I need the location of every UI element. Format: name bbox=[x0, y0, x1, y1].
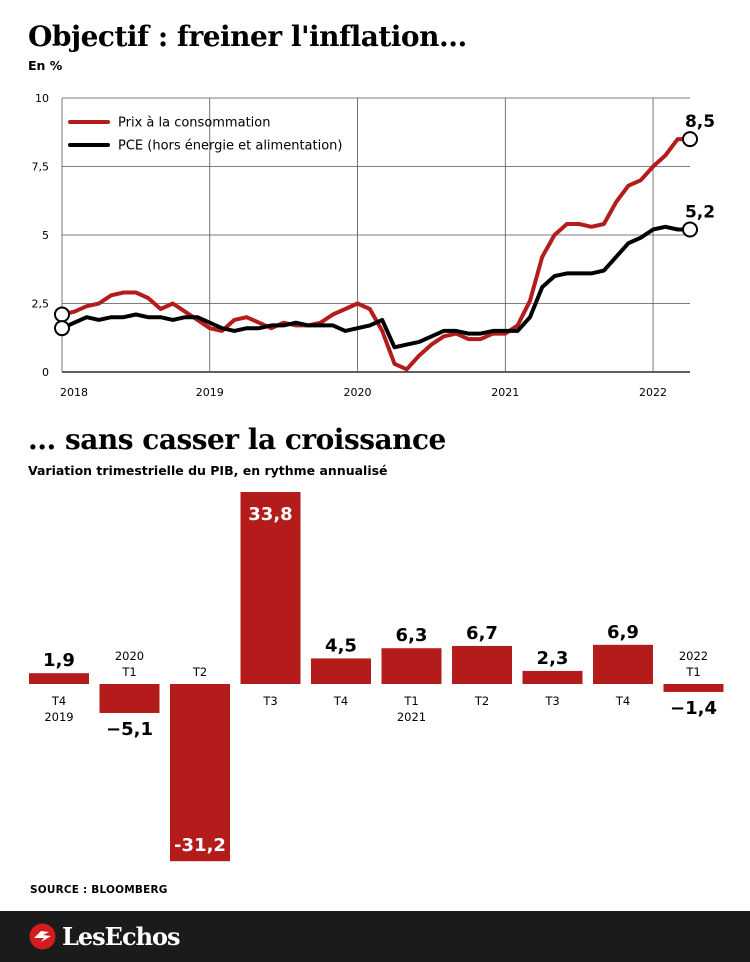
x-tick-label: 2019 bbox=[196, 386, 224, 399]
bar bbox=[29, 673, 89, 684]
bar-chart: 1,9 T4 2019 −5,1 2020 T1 -31,2 T2 33,8 T3 4,5 T4 6,3… bbox=[29, 492, 724, 862]
x-tick-label: 2018 bbox=[60, 386, 88, 399]
bar bbox=[663, 684, 724, 692]
x-tick-label: 2021 bbox=[491, 386, 519, 399]
y-tick-label: 2,5 bbox=[32, 298, 50, 311]
category-label: T1 bbox=[121, 665, 136, 679]
line-chart-subtitle: En % bbox=[28, 58, 63, 73]
x-tick-label: 2020 bbox=[344, 386, 372, 399]
les-echos-logo-icon bbox=[29, 923, 56, 950]
y-tick-label: 10 bbox=[35, 92, 49, 105]
category-label: 2020 bbox=[115, 649, 144, 663]
bar-value-label: 1,9 bbox=[43, 650, 75, 671]
series-end-marker bbox=[682, 221, 698, 238]
category-label: T1 bbox=[403, 694, 418, 708]
category-label: T3 bbox=[544, 694, 559, 708]
series-line-pce bbox=[60, 224, 692, 350]
source-note: SOURCE : BLOOMBERG bbox=[30, 884, 168, 896]
category-label: T2 bbox=[192, 665, 207, 679]
y-tick-label: 5 bbox=[42, 229, 49, 242]
bar bbox=[240, 492, 301, 684]
bar bbox=[311, 658, 371, 684]
series-end-label: 5,2 bbox=[685, 203, 715, 223]
bar bbox=[170, 684, 230, 862]
category-label: 2022 bbox=[679, 649, 708, 663]
x-tick-label: 2022 bbox=[639, 386, 667, 399]
bar-value-label: -31,2 bbox=[174, 835, 226, 856]
bar-value-label: 6,3 bbox=[396, 625, 428, 646]
bar-value-label: 4,5 bbox=[325, 635, 357, 656]
series-start-marker bbox=[54, 320, 70, 337]
category-label: T3 bbox=[262, 694, 277, 708]
category-label: 2019 bbox=[44, 710, 73, 724]
series-start-marker bbox=[54, 306, 70, 323]
series-line-cpi bbox=[60, 137, 692, 372]
category-label: T2 bbox=[474, 694, 489, 708]
bar-value-label: 6,9 bbox=[607, 622, 639, 643]
legend-label: Prix à la consommation bbox=[118, 116, 270, 131]
y-tick-label: 7,5 bbox=[32, 161, 50, 174]
footer-bar: LesEchos bbox=[0, 911, 750, 962]
bar-value-label: 6,7 bbox=[466, 623, 498, 644]
category-label: T1 bbox=[685, 665, 700, 679]
bar bbox=[99, 684, 160, 713]
bar bbox=[452, 645, 512, 684]
bar-value-label: −5,1 bbox=[106, 719, 153, 740]
les-echos-logo-text: LesEchos bbox=[62, 922, 181, 951]
line-chart: 10 7,5 5 2,5 0 2018 2019 2020 2021 2022 8,5 5,2 Prix… bbox=[32, 92, 716, 399]
bar bbox=[593, 644, 653, 684]
series-end-marker bbox=[682, 131, 698, 148]
bar bbox=[522, 670, 583, 684]
bar-value-label: 33,8 bbox=[248, 504, 292, 525]
line-chart-title: Objectif : freiner l'inflation... bbox=[28, 20, 467, 53]
category-label: 2021 bbox=[397, 710, 426, 724]
category-label: T4 bbox=[615, 694, 630, 708]
bar-value-label: 2,3 bbox=[537, 648, 569, 669]
bar-chart-title: ... sans casser la croissance bbox=[28, 423, 446, 456]
category-label: T4 bbox=[333, 694, 348, 708]
series-end-label: 8,5 bbox=[685, 112, 715, 132]
legend-label: PCE (hors énergie et alimentation) bbox=[118, 139, 342, 154]
bar-chart-subtitle: Variation trimestrielle du PIB, en rythm… bbox=[28, 463, 388, 478]
category-label: T4 bbox=[51, 694, 66, 708]
bar-value-label: −1,4 bbox=[670, 698, 717, 719]
y-tick-label: 0 bbox=[42, 366, 49, 379]
bar bbox=[381, 648, 442, 684]
